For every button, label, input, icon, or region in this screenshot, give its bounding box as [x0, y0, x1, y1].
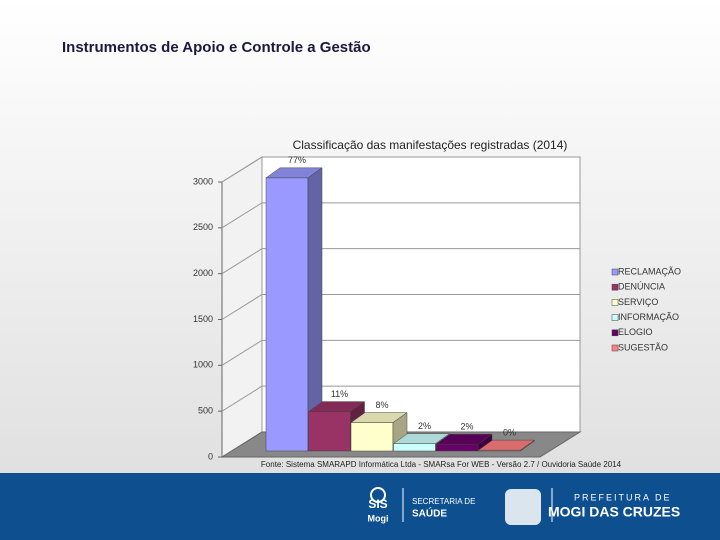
legend-label: SUGESTÃO [618, 342, 668, 352]
legend-swatch [611, 268, 619, 276]
grid-line [221, 294, 580, 320]
share-label: 8% [375, 400, 388, 410]
legend-label: RECLAMAÇÃO [618, 266, 681, 276]
footer-mogi: Mogi [368, 513, 389, 523]
grid-line [221, 248, 580, 275]
grid-line [221, 385, 580, 412]
city-crest [505, 489, 541, 525]
bar [265, 177, 309, 452]
share-label: 0% [503, 427, 516, 437]
sis-logo [370, 487, 386, 503]
y-tick-label: 0 [208, 451, 213, 461]
share-label: 2% [460, 422, 473, 432]
y-tick-label: 2000 [193, 268, 213, 278]
y-tick-label: 3000 [193, 176, 213, 186]
y-tick-label: 2500 [193, 222, 213, 232]
legend-label: INFORMAÇÃO [618, 312, 679, 322]
grid-line [221, 156, 580, 183]
footer-secretaria: SECRETARIA DE [412, 497, 475, 506]
share-label: 77% [288, 155, 306, 165]
slide-title: Instrumentos de Apoio e Controle a Gestã… [62, 39, 371, 56]
grid-line [221, 339, 580, 366]
y-tick-label: 1500 [193, 314, 213, 324]
grid-line [221, 202, 580, 229]
bar [350, 422, 394, 452]
legend-swatch [611, 314, 619, 321]
bar [308, 411, 351, 452]
legend-swatch [611, 344, 619, 352]
footer-city: MOGI DAS CRUZES [548, 504, 680, 520]
y-tick-label: 500 [198, 406, 213, 416]
legend-swatch [611, 283, 619, 291]
share-label: 2% [418, 421, 431, 431]
bar [393, 443, 436, 452]
footer-band [0, 473, 720, 540]
footer-saude: SAÚDE [412, 507, 447, 520]
share-label: 11% [331, 389, 348, 399]
legend-label: ELOGIO [618, 327, 653, 337]
source: Fonte: Sistema SMARAPD Informática Ltda … [261, 460, 622, 469]
legend-swatch [611, 329, 619, 337]
legend-label: DENÚNCIA [618, 282, 665, 292]
legend-swatch [611, 299, 619, 306]
footer-sis: SIS [368, 497, 387, 511]
bar [435, 443, 479, 452]
footer-prefeitura: PREFEITURA DE [574, 492, 672, 502]
y-tick-label: 1000 [193, 360, 213, 370]
legend-label: SERVIÇO [618, 297, 658, 307]
bar-side [520, 439, 535, 452]
chart-title: Classificação das manifestações registra… [293, 138, 568, 152]
